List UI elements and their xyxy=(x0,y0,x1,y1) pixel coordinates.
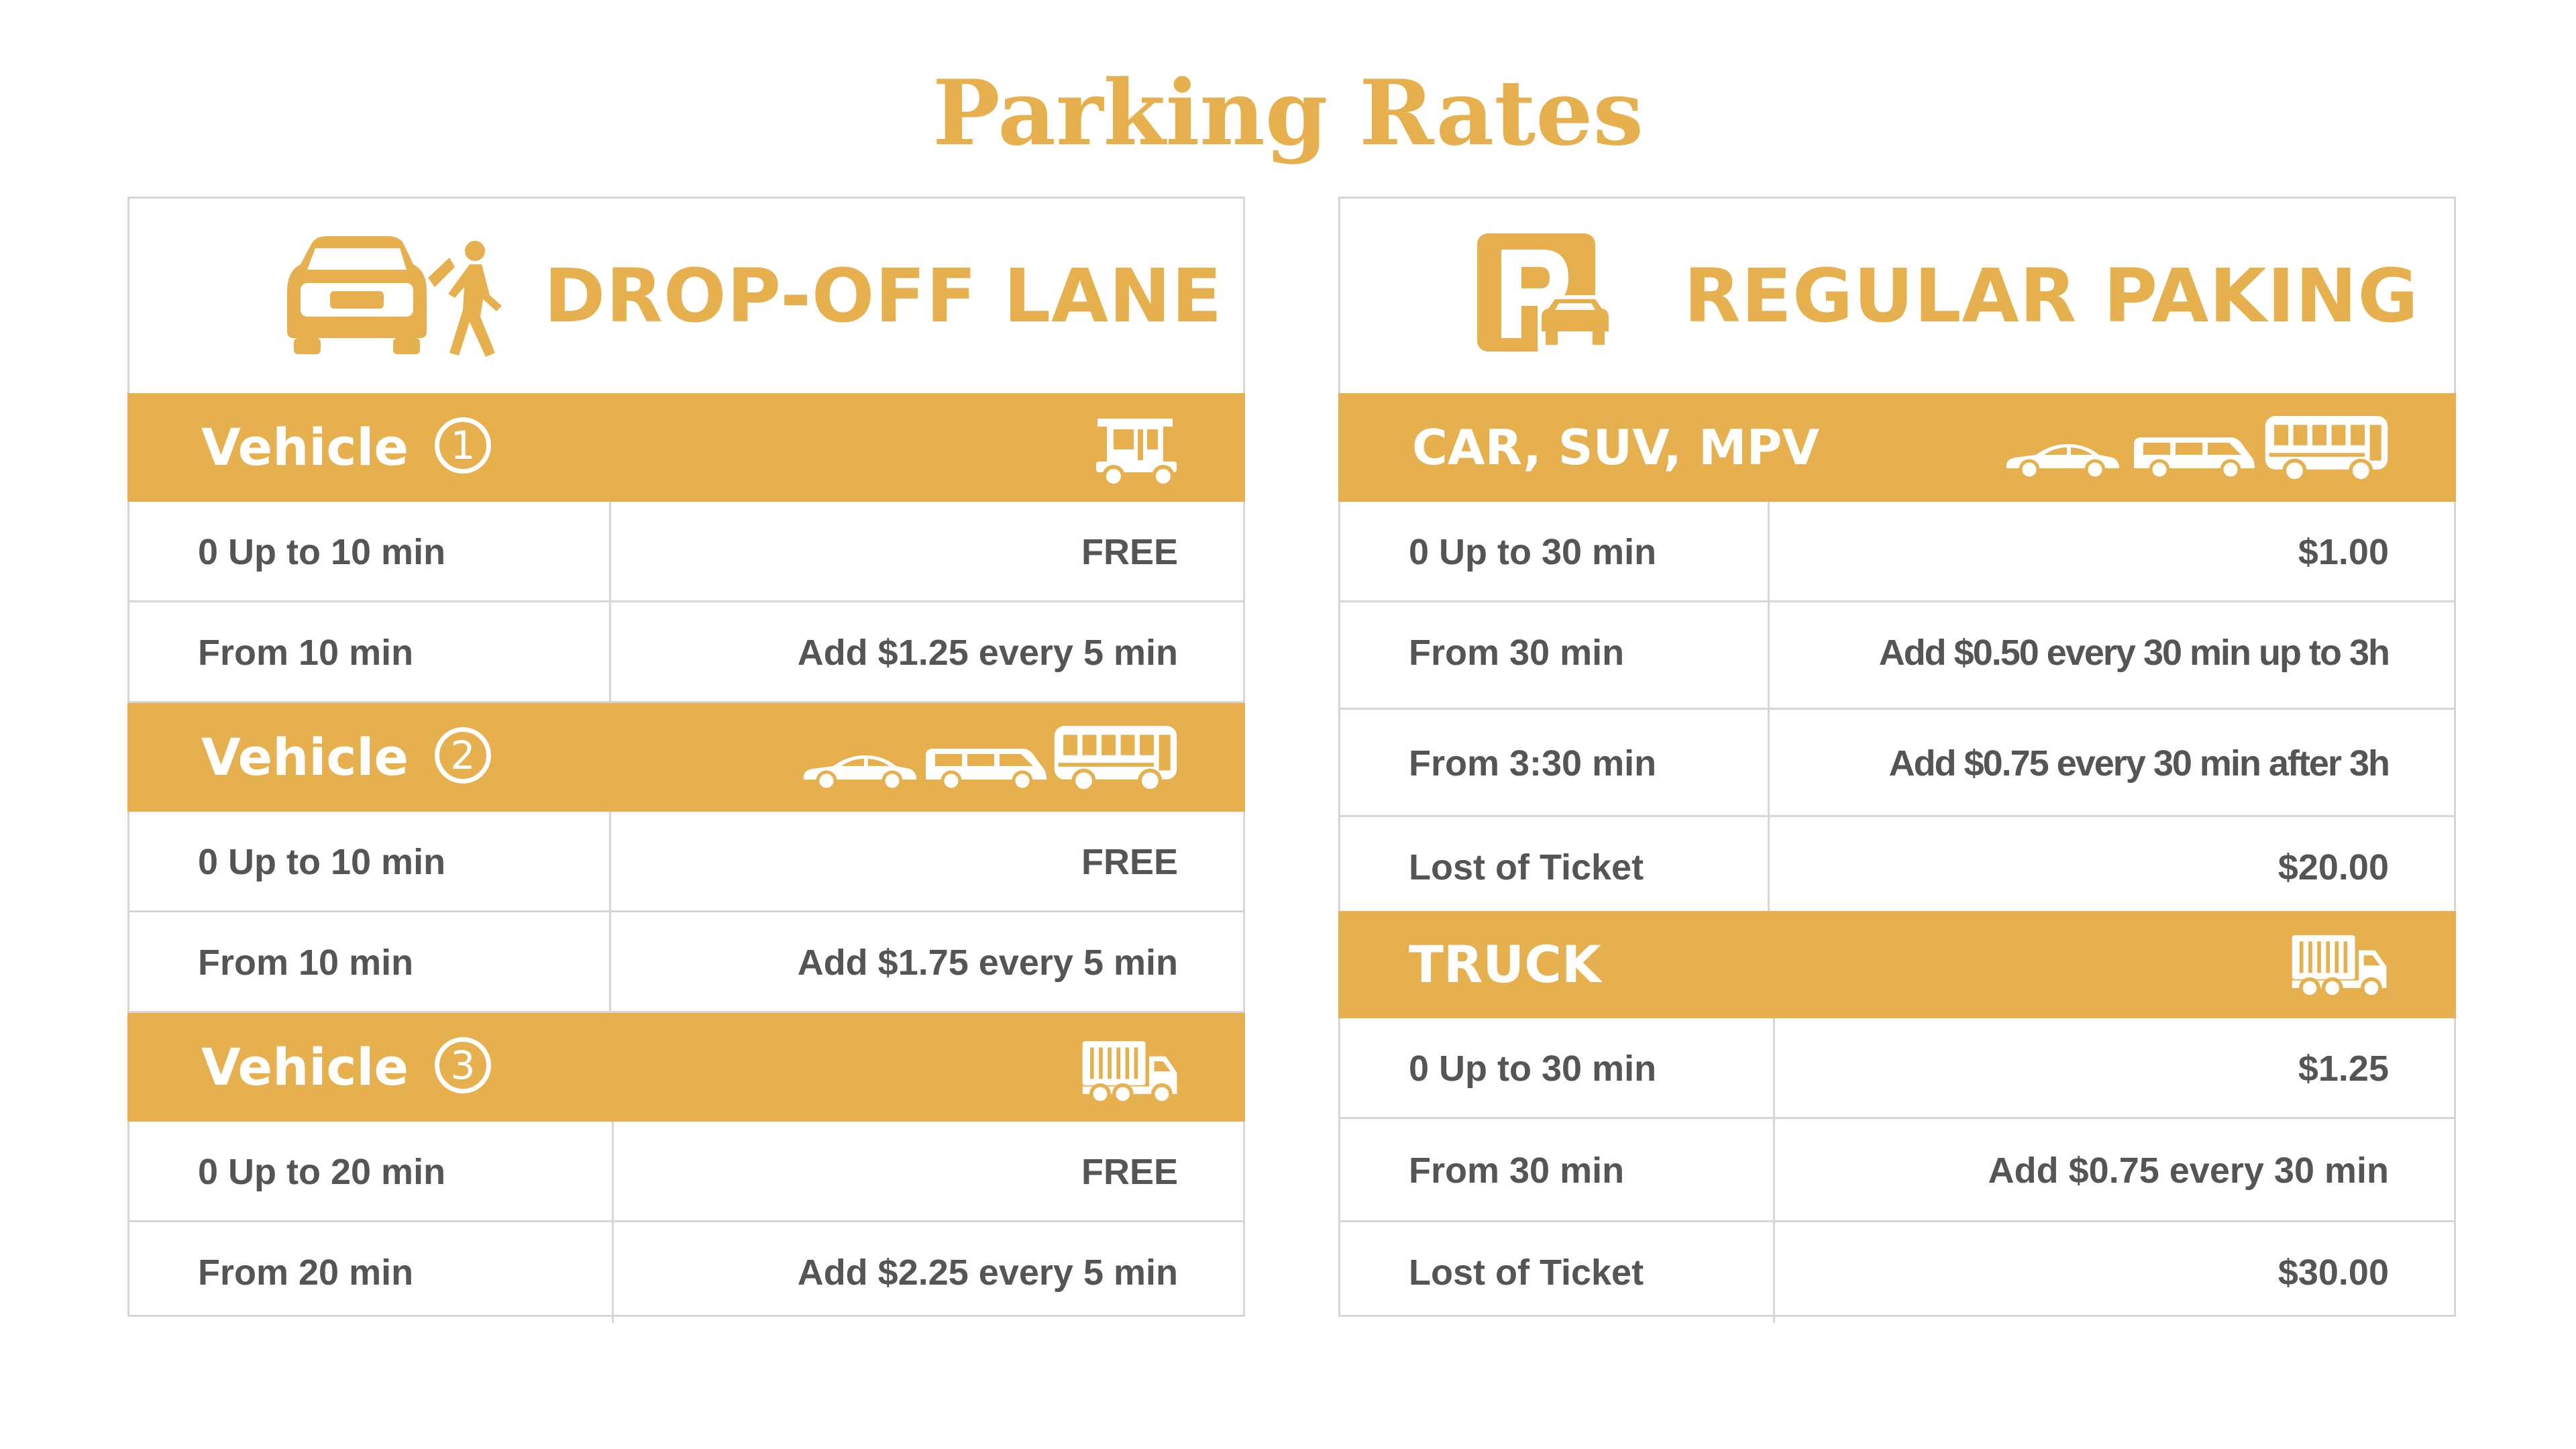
parking-sign-icon xyxy=(1477,233,1613,356)
rate-label: From 10 min xyxy=(198,633,414,673)
rate-label: 0 Up to 10 min xyxy=(198,842,446,882)
rate-value: FREE xyxy=(1081,842,1178,882)
vehicle-number-3: 3 xyxy=(435,1037,491,1093)
sedan-icon xyxy=(2001,439,2122,479)
rate-label: 0 Up to 20 min xyxy=(198,1152,446,1192)
truck-icon xyxy=(1080,1037,1181,1107)
rate-row: From 10 min Add $1.75 every 5 min xyxy=(127,912,1245,1013)
vehicle-2-label: Vehicle xyxy=(201,727,409,787)
rate-label: From 3:30 min xyxy=(1409,743,1657,784)
regular-header: REGULAR PAKING xyxy=(1340,199,2454,393)
sedan-icon xyxy=(798,750,919,790)
dropoff-title: DROP-OFF LANE xyxy=(544,253,1223,339)
rate-value: $1.25 xyxy=(2298,1049,2389,1089)
rate-value: Add $0.75 every 30 min after 3h xyxy=(1888,743,2390,784)
rate-label: 0 Up to 30 min xyxy=(1409,1049,1657,1089)
rate-value: Add $0.75 every 30 min xyxy=(1988,1150,2389,1191)
rate-label: From 30 min xyxy=(1409,633,1625,673)
rate-label: From 30 min xyxy=(1409,1150,1625,1191)
rate-row: From 30 min Add $0.75 every 30 min xyxy=(1338,1119,2456,1222)
regular-parking-panel: REGULAR PAKING CAR, SUV, MPV 0 Up to 30 … xyxy=(1338,197,2456,1323)
regular-title: REGULAR PAKING xyxy=(1684,253,2419,339)
rate-value: Add $0.50 every 30 min up to 3h xyxy=(1878,633,2390,673)
vehicle-1-label: Vehicle xyxy=(201,417,409,477)
truck-band: TRUCK xyxy=(1338,911,2456,1018)
rate-row: 0 Up to 30 min $1.25 xyxy=(1338,1018,2456,1119)
vehicle-3-band: Vehicle 3 xyxy=(127,1013,1245,1122)
rate-label: From 10 min xyxy=(198,943,414,983)
vehicle-number-1: 1 xyxy=(435,417,491,474)
van-icon xyxy=(922,743,1049,790)
car-suv-mpv-band: CAR, SUV, MPV xyxy=(1338,393,2456,502)
rate-label: Lost of Ticket xyxy=(1409,1252,1644,1293)
rate-row: 0 Up to 20 min FREE xyxy=(127,1122,1245,1222)
page-title: Parking Rates xyxy=(932,60,1644,166)
rate-row: From 30 min Add $0.50 every 30 min up to… xyxy=(1338,602,2456,710)
bus-icon xyxy=(1052,723,1179,794)
car-dropoff-pedestrian-icon xyxy=(287,236,502,357)
rate-label: Lost of Ticket xyxy=(1409,847,1644,888)
rate-value: FREE xyxy=(1081,532,1178,572)
rate-value: $1.00 xyxy=(2298,532,2389,572)
rate-row: 0 Up to 10 min FREE xyxy=(127,812,1245,912)
rate-value: $30.00 xyxy=(2277,1252,2389,1293)
rate-label: From 20 min xyxy=(198,1252,414,1293)
rate-row: Lost of Ticket $20.00 xyxy=(1338,817,2456,918)
rate-value: FREE xyxy=(1081,1152,1178,1192)
truck-label: TRUCK xyxy=(1409,934,1601,994)
rate-row: From 3:30 min Add $0.75 every 30 min aft… xyxy=(1338,710,2456,817)
rate-value: Add $1.75 every 5 min xyxy=(797,943,1178,983)
rate-value: $20.00 xyxy=(2277,847,2389,888)
rate-row: Lost of Ticket $30.00 xyxy=(1338,1222,2456,1323)
truck-icon xyxy=(2290,931,2390,1001)
tuk-tuk-icon xyxy=(1093,415,1181,488)
rate-value: Add $2.25 every 5 min xyxy=(797,1252,1178,1293)
rate-row: From 20 min Add $2.25 every 5 min xyxy=(127,1222,1245,1323)
rate-label: 0 Up to 30 min xyxy=(1409,532,1657,572)
dropoff-lane-panel: DROP-OFF LANE Vehicle 1 0 Up to 10 min F… xyxy=(127,197,1245,1323)
rate-row: 0 Up to 10 min FREE xyxy=(127,502,1245,602)
bus-icon xyxy=(2263,413,2390,484)
vehicle-2-band: Vehicle 2 xyxy=(127,703,1245,812)
rate-value: Add $1.25 every 5 min xyxy=(797,633,1178,673)
rate-row: From 10 min Add $1.25 every 5 min xyxy=(127,602,1245,703)
car-suv-mpv-label: CAR, SUV, MPV xyxy=(1412,419,1820,476)
dropoff-header: DROP-OFF LANE xyxy=(129,199,1243,393)
vehicle-number-2: 2 xyxy=(435,727,491,784)
van-icon xyxy=(2130,432,2257,479)
vehicle-1-band: Vehicle 1 xyxy=(127,393,1245,502)
vehicle-3-label: Vehicle xyxy=(201,1037,409,1097)
rate-row: 0 Up to 30 min $1.00 xyxy=(1338,502,2456,602)
rate-label: 0 Up to 10 min xyxy=(198,532,446,572)
